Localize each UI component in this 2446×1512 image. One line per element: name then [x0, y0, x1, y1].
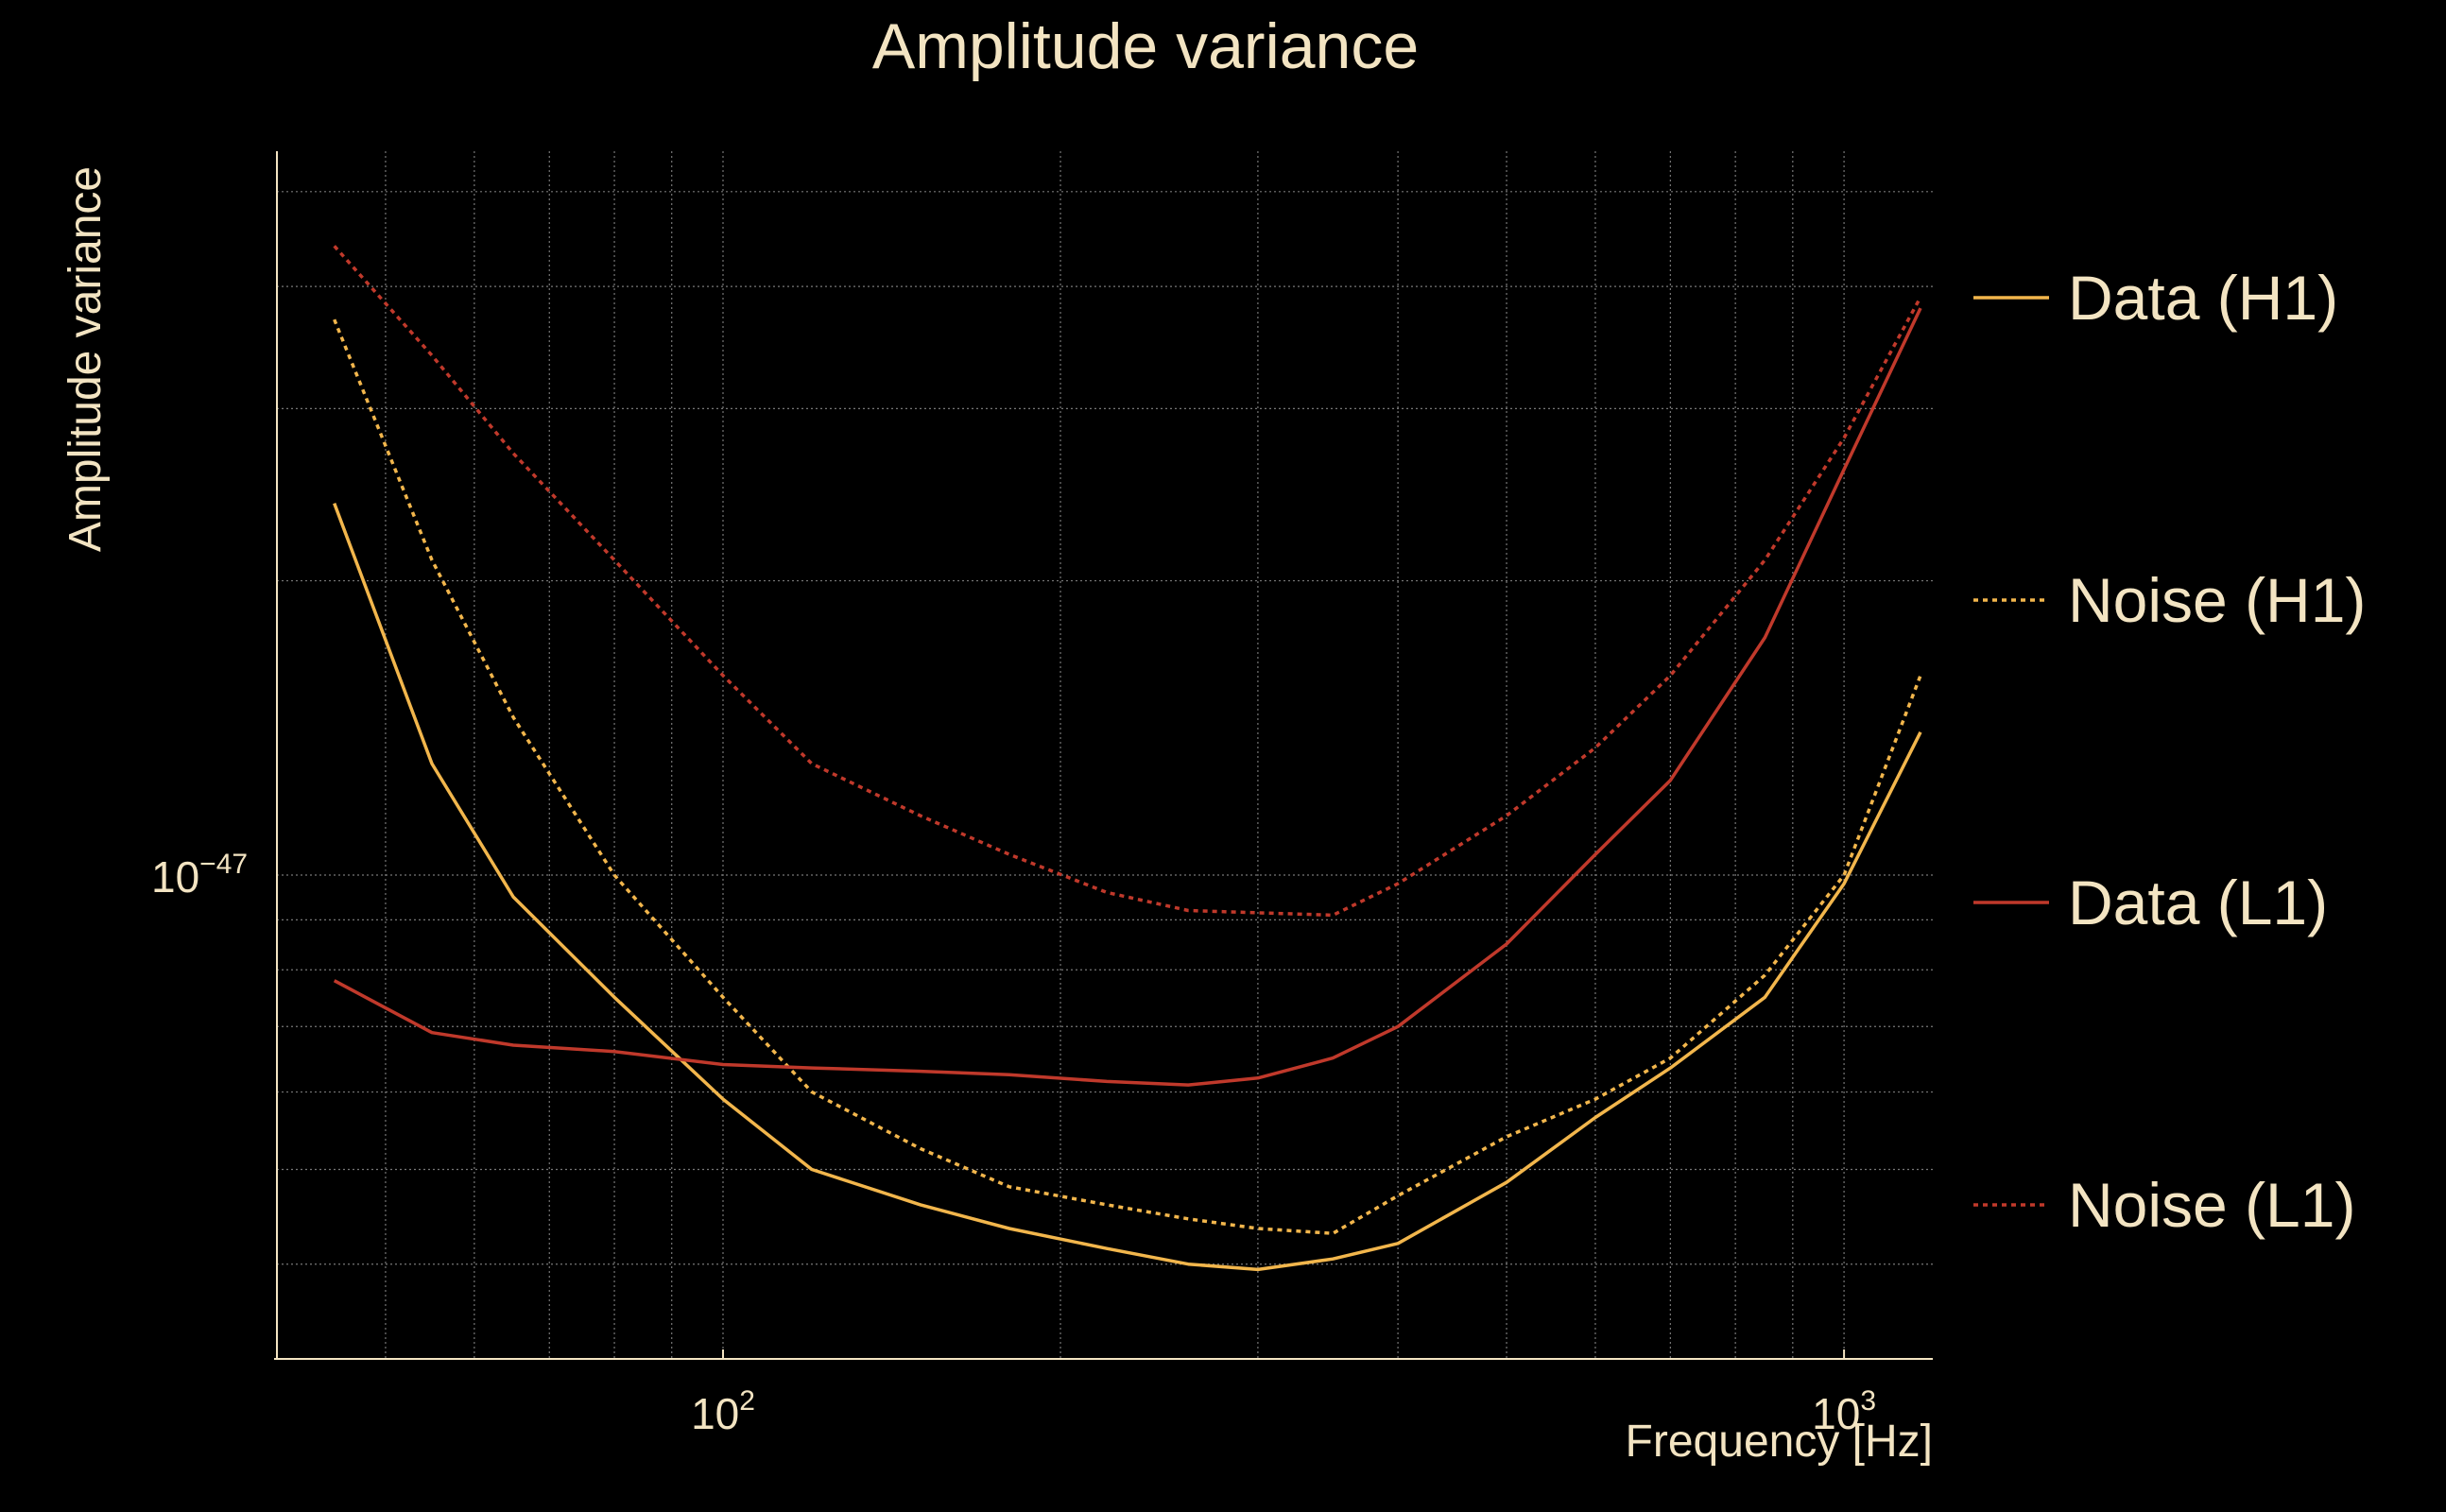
y-tick-label: 10−47: [151, 849, 248, 902]
chart-title: Amplitude variance: [872, 10, 1419, 82]
legend-label: Noise (H1): [2068, 565, 2366, 635]
series-line: [333, 245, 1922, 918]
x-axis-label: Frequency [Hz]: [1626, 1417, 1933, 1467]
legend-label: Noise (L1): [2068, 1170, 2355, 1240]
axes: [274, 151, 1933, 1360]
legend-label: Data (L1): [2068, 868, 2328, 937]
series-line: [333, 318, 1922, 1235]
legend-label: Data (H1): [2068, 263, 2338, 333]
series-layer: [333, 245, 1922, 1272]
y-axis-label: Amplitude variance: [60, 166, 111, 552]
x-tick-label: 102: [691, 1385, 755, 1438]
x-tick-label: 103: [1812, 1385, 1876, 1438]
series-line: [333, 502, 1922, 1272]
legend-item: Noise (L1): [1973, 1170, 2355, 1240]
legend-item: Data (L1): [1973, 868, 2328, 937]
grid: [276, 151, 1933, 1359]
legend-item: Noise (H1): [1973, 565, 2366, 635]
legend: Data (H1) Noise (H1) Data (L1) Noise (L1): [1973, 263, 2366, 1240]
tick-labels: 102 103 10−47: [151, 849, 1876, 1438]
legend-item: Data (H1): [1973, 263, 2338, 333]
series-line: [333, 307, 1922, 1087]
